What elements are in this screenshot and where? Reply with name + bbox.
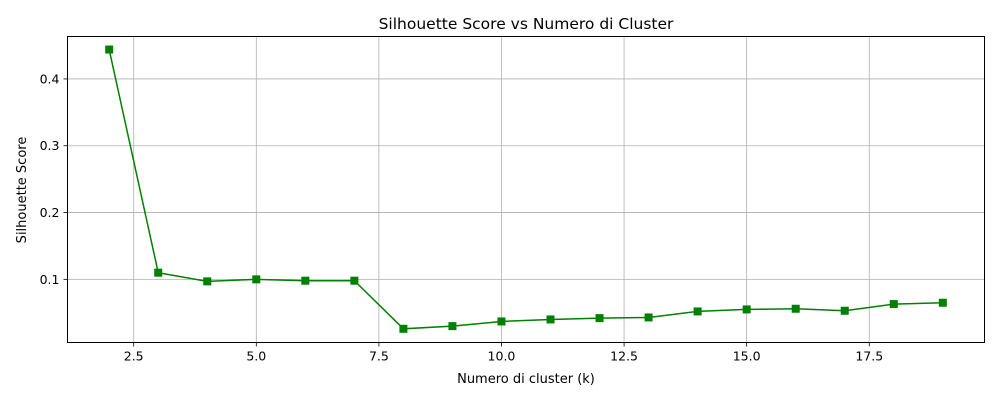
y-tick-label: 0.4 [40, 71, 60, 86]
data-point-marker [595, 314, 604, 323]
data-point-marker [399, 324, 408, 333]
data-point-marker [938, 298, 947, 307]
y-tick-label: 0.3 [40, 138, 60, 153]
data-point-marker [252, 275, 261, 284]
x-tick-label: 10.0 [488, 349, 516, 364]
data-point-marker [497, 317, 506, 326]
x-tick-label: 12.5 [610, 349, 638, 364]
x-tick-label: 15.0 [733, 349, 761, 364]
series-line [108, 49, 943, 330]
x-tick-label: 17.5 [855, 349, 883, 364]
y-tick-label: 0.1 [40, 272, 60, 287]
data-point-marker [840, 306, 849, 315]
data-point-marker [742, 305, 751, 314]
grid [67, 36, 985, 343]
x-ticks: 2.5 5.0 7.5 10.0 12.5 15.0 17.5 [124, 342, 883, 364]
plot-frame [67, 36, 985, 343]
x-axis-label: Numero di cluster (k) [457, 372, 595, 387]
data-point-marker [350, 276, 359, 285]
y-ticks: 0.1 0.2 0.3 0.4 [40, 71, 68, 287]
x-tick-label: 5.0 [246, 349, 266, 364]
data-point-marker [203, 277, 212, 286]
data-point-marker [301, 276, 310, 285]
data-point-marker [889, 300, 898, 309]
data-point-marker [693, 307, 702, 316]
data-point-marker [154, 268, 163, 277]
series-layer [105, 45, 947, 333]
chart-title: Silhouette Score vs Numero di Cluster [379, 15, 674, 33]
data-point-marker [105, 45, 114, 54]
data-point-marker [448, 322, 457, 331]
data-point-marker [791, 304, 800, 313]
x-tick-label: 2.5 [124, 349, 144, 364]
y-axis-label: Silhouette Score [15, 137, 30, 244]
x-tick-label: 7.5 [369, 349, 389, 364]
data-point-marker [546, 315, 555, 324]
data-point-marker [644, 313, 653, 322]
y-tick-label: 0.2 [40, 205, 60, 220]
